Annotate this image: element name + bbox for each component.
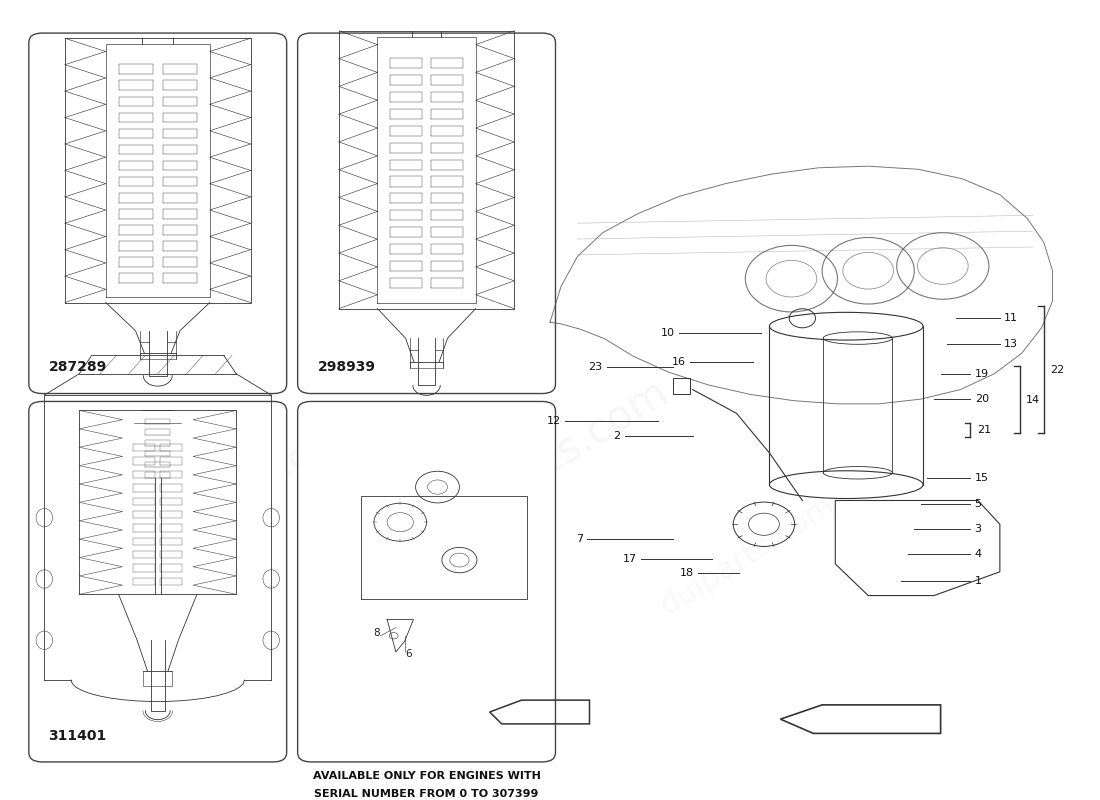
Text: 14: 14	[1026, 395, 1041, 405]
Text: 4: 4	[975, 550, 981, 559]
Text: 16: 16	[672, 357, 686, 367]
FancyBboxPatch shape	[298, 33, 556, 394]
Text: 18: 18	[680, 568, 694, 578]
Text: 20: 20	[975, 394, 989, 404]
Text: 15: 15	[975, 474, 989, 483]
Text: 298939: 298939	[318, 360, 375, 374]
Text: 22: 22	[1050, 365, 1065, 374]
Text: 3: 3	[975, 524, 981, 534]
Text: 23: 23	[588, 362, 603, 372]
Text: 6: 6	[406, 650, 412, 659]
Text: 7: 7	[575, 534, 583, 543]
FancyBboxPatch shape	[29, 402, 287, 762]
FancyBboxPatch shape	[298, 402, 556, 762]
Text: 5: 5	[975, 498, 981, 509]
Text: duiparts.com: duiparts.com	[654, 490, 840, 622]
Text: 12: 12	[547, 416, 561, 426]
Text: duiparts.com: duiparts.com	[424, 370, 676, 551]
Text: 10: 10	[661, 327, 675, 338]
Text: duiparts.com: duiparts.com	[141, 420, 344, 565]
Text: 11: 11	[1004, 314, 1019, 323]
FancyBboxPatch shape	[29, 33, 287, 394]
Text: SERIAL NUMBER FROM 0 TO 307399: SERIAL NUMBER FROM 0 TO 307399	[315, 789, 539, 798]
Text: 17: 17	[623, 554, 637, 564]
Text: 2: 2	[613, 430, 620, 441]
Text: 1: 1	[975, 576, 981, 586]
Text: 287289: 287289	[48, 360, 107, 374]
Text: 311401: 311401	[48, 729, 107, 742]
Text: AVAILABLE ONLY FOR ENGINES WITH: AVAILABLE ONLY FOR ENGINES WITH	[312, 771, 540, 781]
Text: 19: 19	[975, 369, 989, 378]
Text: 13: 13	[1004, 338, 1019, 349]
Text: 21: 21	[977, 425, 991, 435]
Text: 8: 8	[373, 628, 380, 638]
